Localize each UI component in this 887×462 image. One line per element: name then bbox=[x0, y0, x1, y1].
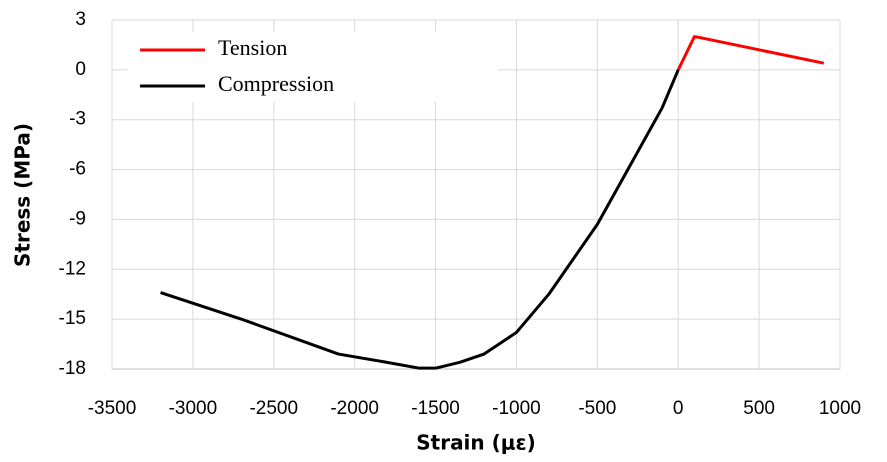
y-tick-label: -15 bbox=[59, 308, 86, 329]
y-tick-label: 3 bbox=[75, 9, 86, 30]
y-tick-label: -6 bbox=[69, 159, 86, 180]
legend-label: Compression bbox=[218, 71, 334, 96]
y-tick-label: 0 bbox=[75, 59, 86, 80]
x-tick-label: -2000 bbox=[330, 398, 379, 419]
y-tick-label: -9 bbox=[69, 208, 86, 229]
x-tick-label: -1000 bbox=[492, 398, 541, 419]
y-tick-label: -18 bbox=[59, 358, 86, 379]
x-tick-label: 500 bbox=[743, 398, 775, 419]
x-tick-label: 1000 bbox=[819, 398, 861, 419]
x-tick-label: -2500 bbox=[249, 398, 298, 419]
y-tick-label: -12 bbox=[59, 258, 86, 279]
y-tick-label: -3 bbox=[69, 109, 86, 130]
x-tick-label: -3000 bbox=[169, 398, 218, 419]
legend-label: Tension bbox=[218, 35, 287, 60]
legend-box bbox=[128, 32, 498, 102]
x-tick-label: -1500 bbox=[411, 398, 460, 419]
x-tick-label: -3500 bbox=[88, 398, 137, 419]
y-axis-title: Stress (MPa) bbox=[11, 123, 35, 267]
series-line bbox=[676, 35, 825, 71]
series-line bbox=[160, 69, 680, 370]
x-tick-label: 0 bbox=[673, 398, 684, 419]
x-tick-label: -500 bbox=[578, 398, 616, 419]
x-axis-title: Strain (με) bbox=[416, 431, 536, 455]
